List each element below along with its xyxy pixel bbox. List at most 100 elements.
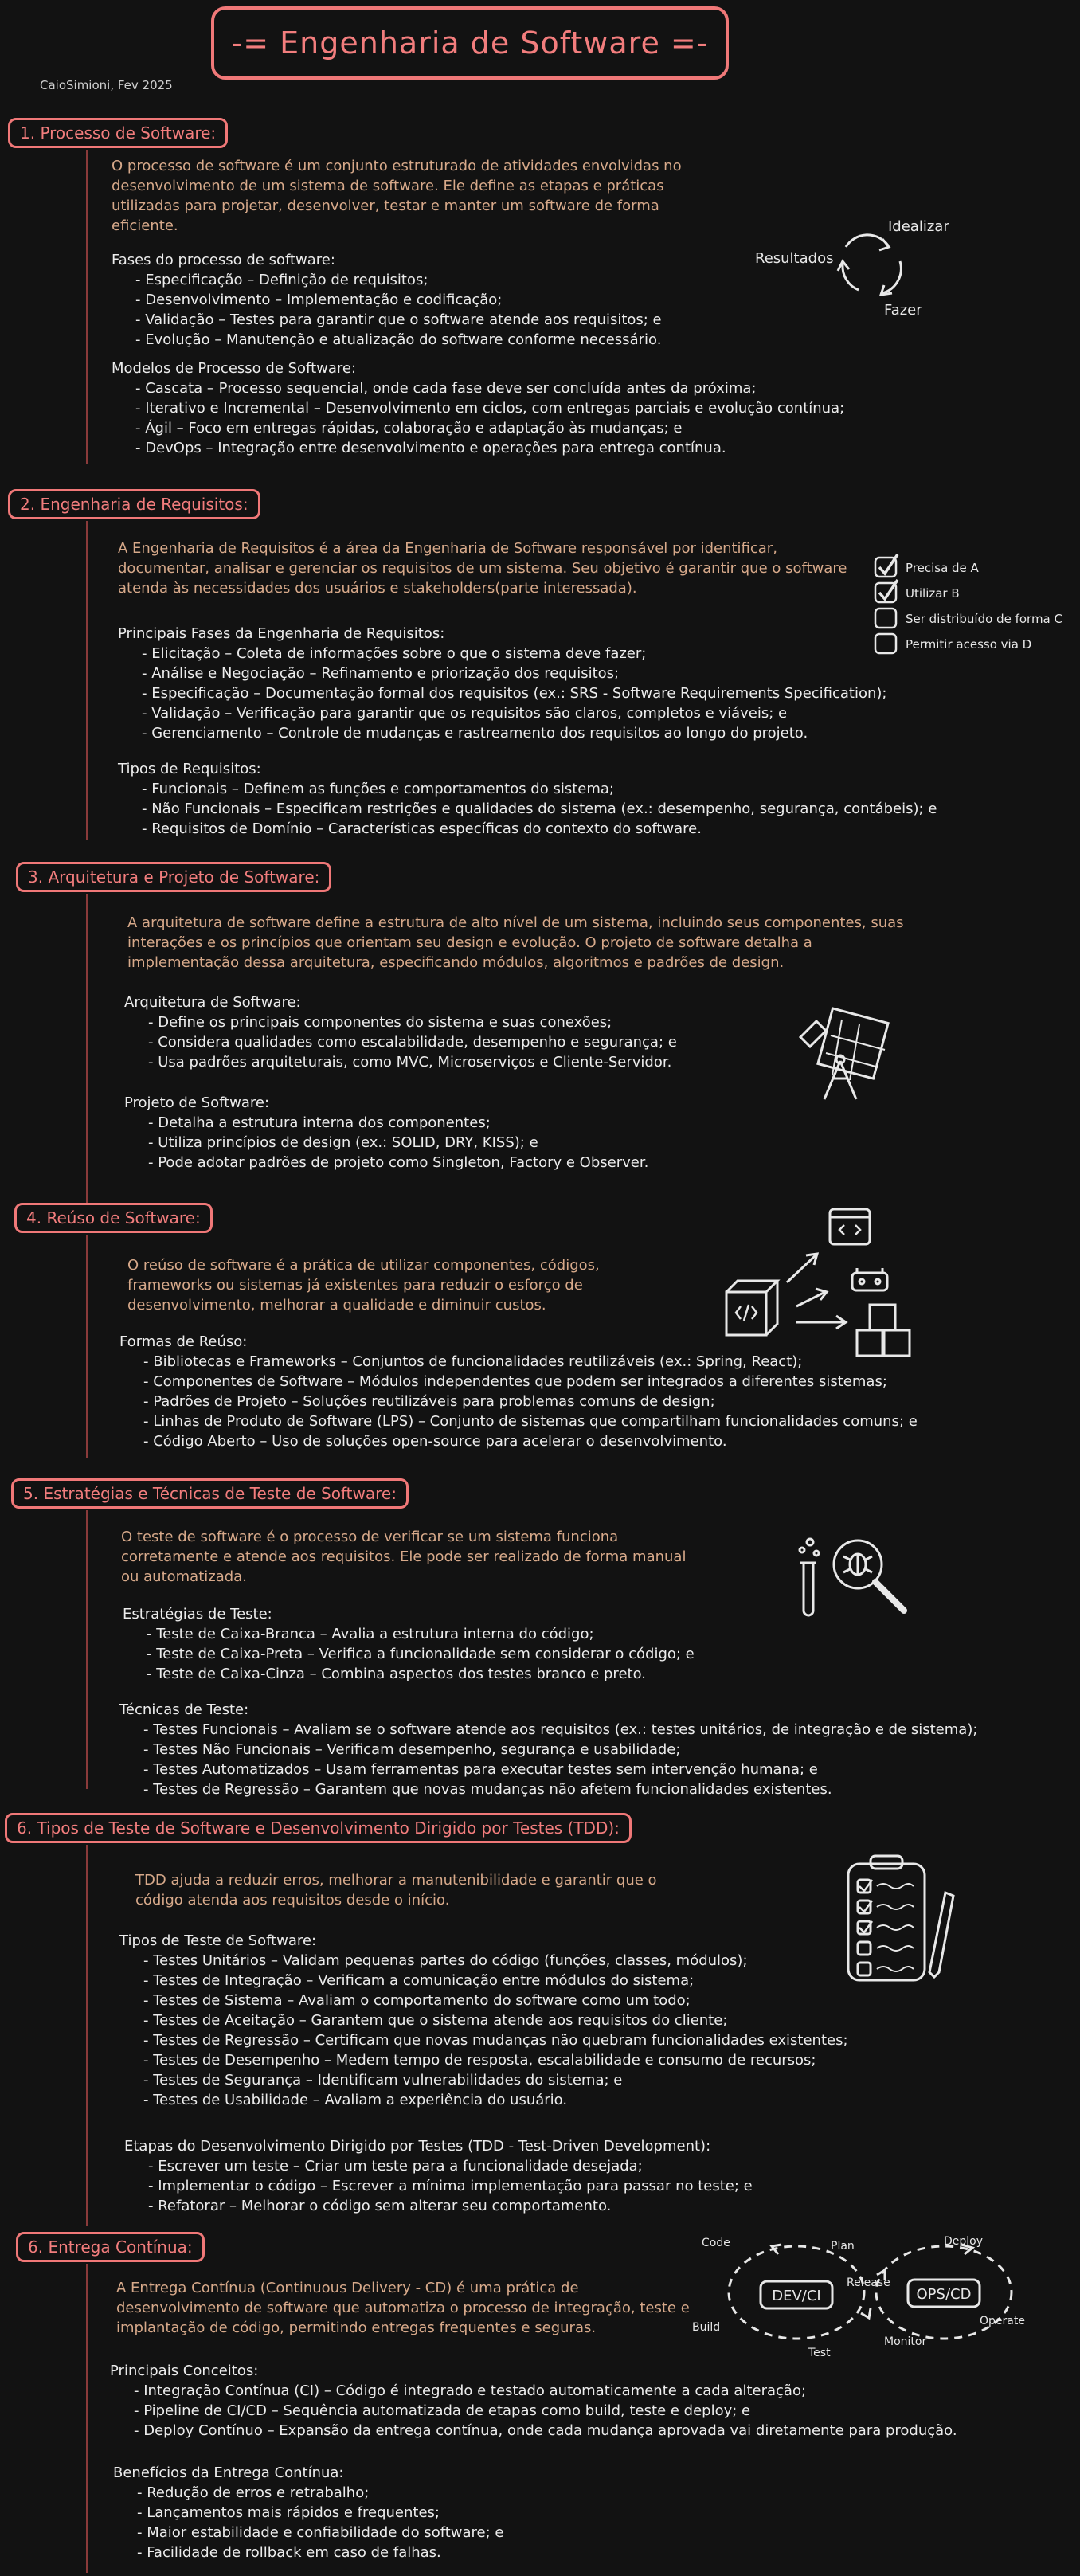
dev-ci-label: DEV/CI: [772, 2288, 821, 2304]
devops-stage-monitor: Monitor: [884, 2335, 926, 2348]
architecture-blueprint-icon: [798, 1007, 890, 1100]
list-item: Funcionais – Definem as funções e compor…: [142, 779, 937, 799]
block-header: Etapas do Desenvolvimento Dirigido por T…: [124, 2138, 711, 2155]
list-item: DevOps – Integração entre desenvolviment…: [135, 438, 844, 458]
section-6-block-1: Tipos de Teste de Software: Testes Unitá…: [119, 1931, 848, 2110]
testing-illustration: [798, 1537, 907, 1617]
block-header: Modelos de Processo de Software:: [112, 360, 357, 377]
block-header: Principais Conceitos:: [110, 2363, 259, 2379]
arrow-icon: [785, 1252, 848, 1330]
test-checklist-clipboard-icon: [847, 1854, 955, 1982]
list-item: Refatorar – Melhorar o código sem altera…: [148, 2196, 753, 2216]
list-item: Teste de Caixa-Preta – Verifica a funcio…: [147, 1644, 695, 1664]
cycle-arrows-icon: [836, 233, 902, 296]
checklist-label: Ser distribuído de forma C: [906, 612, 1062, 626]
list-item: Cascata – Processo sequencial, onde cada…: [135, 378, 844, 398]
section-7-title: 6. Entrega Contínua:: [16, 2232, 205, 2262]
section-2-block-2: Tipos de Requisitos: Funcionais – Define…: [118, 759, 937, 839]
list-item: Escrever um teste – Criar um teste para …: [148, 2156, 753, 2176]
checkbox-icon: [874, 607, 898, 629]
author-date: CaioSimioni, Fev 2025: [40, 78, 173, 92]
section-5-block-2: Técnicas de Teste: Testes Funcionais – A…: [119, 1700, 977, 1799]
list-item: Testes de Regressão – Garantem que novas…: [143, 1779, 977, 1799]
cycle-label-idealizar: Idealizar: [888, 218, 949, 235]
section-1-block-2: Modelos de Processo de Software: Cascata…: [112, 358, 844, 458]
checklist-label: Precisa de A: [906, 561, 980, 575]
cycle-label-resultados: Resultados: [755, 250, 833, 267]
cycle-label-fazer: Fazer: [884, 302, 922, 319]
block-header: Estratégias de Teste:: [123, 1606, 272, 1623]
devops-stage-code: Code: [702, 2237, 730, 2249]
list-item: Testes de Integração – Verificam a comun…: [143, 1971, 848, 1991]
section-4-block-1: Formas de Reúso: Bibliotecas e Framework…: [119, 1332, 918, 1451]
devops-stage-test: Test: [808, 2347, 831, 2359]
blocks-icon: [855, 1303, 911, 1357]
list-item: Linhas de Produto de Software (LPS) – Co…: [143, 1411, 918, 1431]
list-item: Testes Automatizados – Usam ferramentas …: [143, 1760, 977, 1779]
list-item: Elicitação – Coleta de informações sobre…: [142, 644, 887, 664]
list-item: Detalha a estrutura interna dos componen…: [148, 1113, 648, 1133]
devops-stage-operate: Operate: [980, 2315, 1025, 2327]
list-item: Requisitos de Domínio – Características …: [142, 819, 937, 839]
devops-stage-plan: Plan: [831, 2240, 855, 2253]
section-2-line: [86, 521, 88, 840]
checkmark-icon: [878, 579, 899, 601]
magnifier-bug-icon: [832, 1539, 907, 1614]
section-5-title: 5. Estratégias e Técnicas de Teste de So…: [11, 1478, 409, 1509]
list-item: Gerenciamento – Controle de mudanças e r…: [142, 723, 887, 743]
devops-arrows-icon: [769, 2243, 976, 2320]
list-item: Código Aberto – Uso de soluções open-sou…: [143, 1431, 918, 1451]
list-item: Validação – Verificação para garantir qu…: [142, 703, 887, 723]
checklist-label: Utilizar B: [906, 586, 960, 601]
cycle-diagram: Idealizar Resultados Fazer: [755, 218, 949, 319]
block-header: Principais Fases da Engenharia de Requis…: [118, 625, 445, 642]
list-item: Define os principais componentes do sist…: [148, 1012, 677, 1032]
devops-cycle-diagram: DEV/CI OPS/CD Code Plan Release Build Te…: [692, 2235, 1025, 2359]
dev-ci-box: [759, 2280, 834, 2310]
devops-stage-deploy: Deploy: [944, 2235, 983, 2248]
list-item: Testes Funcionais – Avaliam se o softwar…: [143, 1720, 977, 1740]
checkbox-icon: [874, 556, 898, 578]
section-4-line: [86, 1235, 88, 1458]
list-item: Iterativo e Incremental – Desenvolviment…: [135, 398, 844, 418]
list-item: Componentes de Software – Módulos indepe…: [143, 1372, 918, 1392]
checkbox-icon: [874, 581, 898, 604]
block-header: Formas de Reúso:: [119, 1333, 248, 1350]
section-2-title: 2. Engenharia de Requisitos:: [8, 489, 260, 519]
list-item: Testes Unitários – Validam pequenas part…: [143, 1951, 848, 1971]
list-item: Facilidade de rollback em caso de falhas…: [137, 2543, 503, 2562]
section-6-title: 6. Tipos de Teste de Software e Desenvol…: [5, 1813, 632, 1843]
list-item: Pode adotar padrões de projeto como Sing…: [148, 1153, 648, 1173]
section-7-intro: A Entrega Contínua (Continuous Delivery …: [116, 2280, 690, 2336]
list-item: Evolução – Manutenção e atualização do s…: [135, 330, 662, 350]
list-item: Validação – Testes para garantir que o s…: [135, 310, 661, 330]
ops-cd-box: [906, 2278, 981, 2308]
pen-icon: [928, 1890, 955, 1979]
list-item: Lançamentos mais rápidos e frequentes;: [137, 2503, 503, 2523]
section-4-intro: O reúso de software é a prática de utili…: [127, 1257, 600, 1313]
requirements-checklist: Precisa de A Utilizar B Ser distribuído …: [874, 554, 1062, 655]
list-item: Pipeline de CI/CD – Sequência automatiza…: [134, 2401, 957, 2421]
list-item: Ágil – Foco em entregas rápidas, colabor…: [135, 418, 844, 438]
list-item: Teste de Caixa-Cinza – Combina aspectos …: [147, 1664, 695, 1684]
list-item: Especificação – Documentação formal dos …: [142, 683, 886, 703]
devops-stage-build: Build: [692, 2321, 720, 2334]
checkbox-icon: [874, 632, 898, 655]
list-item: Testes Não Funcionais – Verificam desemp…: [143, 1740, 977, 1760]
list-item: Especificação – Definição de requisitos;: [135, 270, 662, 290]
section-7-line: [86, 2264, 88, 2573]
section-5-intro: O teste de software é o processo de veri…: [121, 1529, 687, 1585]
section-6-line: [86, 1845, 88, 2226]
section-1-block-1: Fases do processo de software: Especific…: [112, 250, 662, 350]
block-header: Técnicas de Teste:: [119, 1701, 249, 1718]
module-icon: [851, 1268, 889, 1292]
section-3-block-1: Arquitetura de Software: Define os princ…: [124, 992, 677, 1072]
list-item: Não Funcionais – Especificam restrições …: [142, 799, 937, 819]
page-title: -= Engenharia de Software =-: [211, 6, 729, 80]
section-7-block-2: Benefícios da Entrega Contínua: Redução …: [113, 2463, 503, 2562]
list-item: Maior estabilidade e confiabilidade do s…: [137, 2523, 503, 2543]
section-2-intro: A Engenharia de Requisitos é a área da E…: [118, 540, 847, 597]
section-3-block-2: Projeto de Software: Detalha a estrutura…: [124, 1093, 648, 1173]
list-item: Testes de Segurança – Identificam vulner…: [143, 2070, 848, 2090]
section-1-title: 1. Processo de Software:: [8, 118, 229, 148]
